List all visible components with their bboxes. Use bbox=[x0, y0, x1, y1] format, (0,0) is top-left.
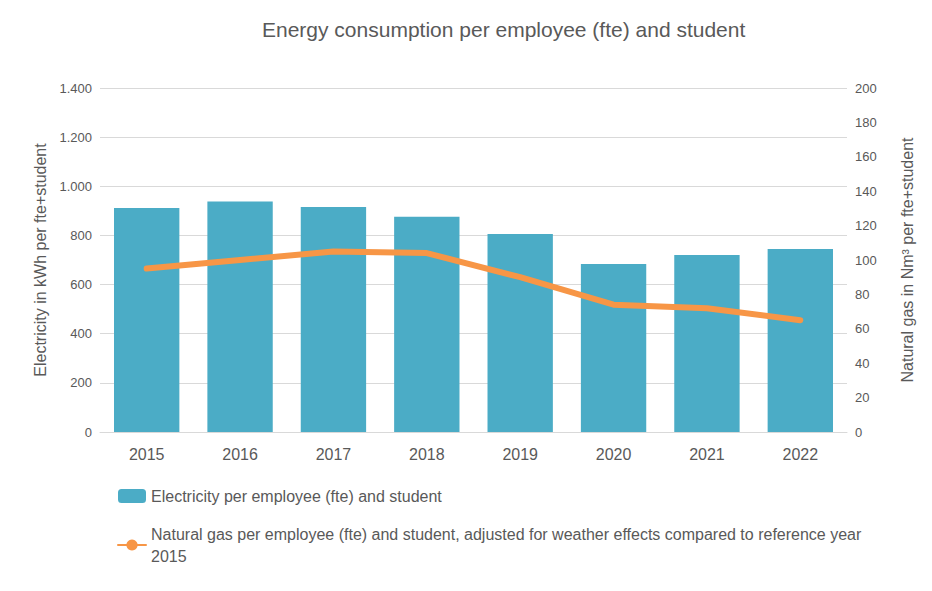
svg-text:1.000: 1.000 bbox=[59, 179, 92, 194]
svg-text:2017: 2017 bbox=[316, 446, 352, 463]
svg-text:120: 120 bbox=[855, 218, 877, 233]
svg-text:1.400: 1.400 bbox=[59, 81, 92, 96]
svg-text:400: 400 bbox=[70, 326, 92, 341]
svg-text:20: 20 bbox=[855, 390, 869, 405]
svg-text:100: 100 bbox=[855, 253, 877, 268]
svg-text:2021: 2021 bbox=[689, 446, 725, 463]
svg-text:2018: 2018 bbox=[409, 446, 445, 463]
svg-text:80: 80 bbox=[855, 287, 869, 302]
svg-text:Natural gas per employee (fte): Natural gas per employee (fte) and stude… bbox=[151, 526, 866, 543]
svg-text:40: 40 bbox=[855, 356, 869, 371]
svg-text:2020: 2020 bbox=[596, 446, 632, 463]
svg-text:800: 800 bbox=[70, 228, 92, 243]
svg-text:1.200: 1.200 bbox=[59, 130, 92, 145]
svg-text:0: 0 bbox=[85, 425, 92, 440]
svg-text:2022: 2022 bbox=[783, 446, 819, 463]
svg-text:200: 200 bbox=[855, 81, 877, 96]
svg-text:200: 200 bbox=[70, 375, 92, 390]
svg-text:Electricity in kWh per fte+stu: Electricity in kWh per fte+student bbox=[32, 143, 49, 377]
svg-text:Natural gas in Nm³ per fte+stu: Natural gas in Nm³ per fte+student bbox=[899, 137, 916, 383]
svg-text:0: 0 bbox=[855, 425, 862, 440]
svg-text:180: 180 bbox=[855, 115, 877, 130]
svg-text:140: 140 bbox=[855, 184, 877, 199]
svg-text:Energy consumption per employe: Energy consumption per employee (fte) an… bbox=[262, 18, 745, 41]
svg-text:160: 160 bbox=[855, 149, 877, 164]
svg-text:60: 60 bbox=[855, 321, 869, 336]
svg-text:Electricity per employee (fte): Electricity per employee (fte) and stude… bbox=[151, 488, 442, 505]
svg-text:600: 600 bbox=[70, 277, 92, 292]
svg-text:2015: 2015 bbox=[129, 446, 165, 463]
svg-text:2019: 2019 bbox=[502, 446, 538, 463]
svg-text:2016: 2016 bbox=[222, 446, 258, 463]
svg-text:2015: 2015 bbox=[151, 548, 187, 565]
